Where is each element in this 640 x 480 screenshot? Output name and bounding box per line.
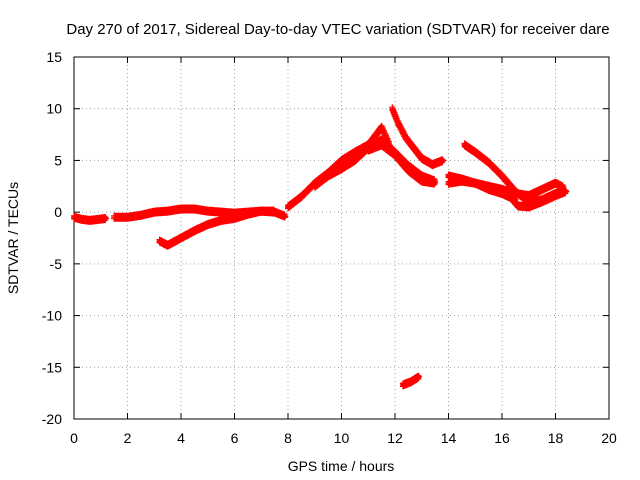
series-arc-12 — [504, 187, 570, 212]
y-tick-label: 10 — [46, 101, 62, 117]
data-point-markers — [156, 206, 278, 250]
axis-ticks — [73, 56, 610, 420]
y-tick-label: -5 — [50, 256, 63, 272]
chart-title: Day 270 of 2017, Sidereal Day-to-day VTE… — [66, 21, 609, 38]
x-tick-label: 0 — [70, 430, 78, 446]
series-arc-8 — [400, 372, 423, 390]
x-tick-label: 16 — [494, 430, 510, 446]
data-point-markers — [71, 212, 110, 225]
y-tick-label: 5 — [54, 152, 62, 168]
x-tick-label: 18 — [548, 430, 564, 446]
x-tick-label: 10 — [334, 430, 350, 446]
x-tick-labels: 0 2 4 6 8 10 12 14 16 18 20 — [70, 430, 617, 446]
y-tick-label: -20 — [42, 411, 62, 427]
y-tick-label: -10 — [42, 308, 62, 324]
series-arc-3 — [156, 206, 278, 250]
y-tick-label: -15 — [42, 359, 62, 375]
data-point-markers — [400, 372, 423, 390]
grid-lines — [74, 57, 609, 419]
x-tick-label: 6 — [231, 430, 239, 446]
data-point-markers — [389, 104, 447, 170]
series-arc-7 — [389, 104, 447, 170]
y-tick-label: 0 — [54, 204, 62, 220]
x-tick-label: 20 — [601, 430, 617, 446]
x-axis-label: GPS time / hours — [288, 458, 395, 474]
y-axis-label: SDTVAR / TECUs — [5, 182, 21, 294]
x-tick-label: 8 — [284, 430, 292, 446]
x-tick-label: 4 — [177, 430, 185, 446]
series-arc-1 — [71, 212, 110, 225]
x-tick-label: 14 — [441, 430, 457, 446]
data-point-markers — [365, 140, 439, 188]
x-tick-label: 2 — [124, 430, 132, 446]
x-tick-label: 12 — [387, 430, 403, 446]
data-series — [71, 104, 570, 390]
y-tick-labels: 15 10 5 0 -5 -10 -15 -20 — [42, 49, 62, 427]
y-tick-label: 15 — [46, 49, 62, 65]
series-arc-6 — [365, 140, 439, 188]
data-point-markers — [504, 187, 570, 212]
